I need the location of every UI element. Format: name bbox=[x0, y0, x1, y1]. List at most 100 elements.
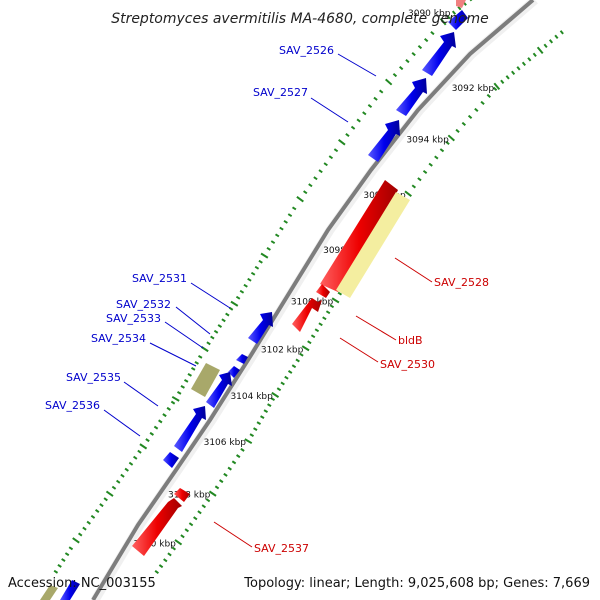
scale-minor-tick bbox=[405, 58, 410, 64]
scale-tick-label: 3110 kbp bbox=[133, 539, 176, 549]
scale-minor-tick bbox=[57, 563, 62, 568]
scale-major-tick bbox=[447, 134, 455, 142]
scale-minor-tick bbox=[205, 498, 211, 503]
scale-minor-tick bbox=[505, 75, 510, 80]
genome-title: Streptomyces avermitilis MA-4680, comple… bbox=[111, 11, 489, 27]
scale-minor-tick bbox=[548, 39, 554, 44]
scale-minor-tick bbox=[308, 183, 313, 188]
gene-arrow-sav-2537[interactable] bbox=[132, 498, 182, 556]
gene-label-sav-2535[interactable]: SAV_2535 bbox=[66, 371, 121, 384]
scale-minor-tick bbox=[283, 219, 288, 224]
scale-minor-tick bbox=[78, 532, 83, 537]
scale-minor-tick bbox=[430, 30, 435, 36]
scale-minor-tick bbox=[434, 155, 439, 160]
gene-label-sav-2530[interactable]: SAV_2530 bbox=[380, 358, 435, 371]
scale-minor-tick bbox=[239, 289, 245, 294]
gene-label-sav-2526[interactable]: SAV_2526 bbox=[279, 44, 334, 57]
scale-minor-tick bbox=[137, 449, 142, 454]
scale-minor-tick bbox=[291, 206, 297, 211]
scale-minor-tick bbox=[337, 291, 343, 296]
scale-minor-tick bbox=[133, 455, 138, 460]
gene-arrow-sav-2524[interactable] bbox=[456, 0, 466, 8]
gene-arrow-sav-2530[interactable] bbox=[292, 298, 322, 332]
scale-major-tick bbox=[171, 395, 180, 402]
scale-tick-label: 3094 kbp bbox=[406, 135, 449, 145]
scale-major-tick bbox=[139, 443, 148, 450]
reverse-misc-features bbox=[336, 192, 410, 298]
scale-major-tick bbox=[493, 82, 501, 91]
scale-minor-tick bbox=[554, 34, 559, 39]
scale-minor-tick bbox=[303, 190, 308, 195]
gene-label-sav-2527[interactable]: SAV_2527 bbox=[253, 86, 308, 99]
misc-feature-olive-bottom[interactable] bbox=[40, 585, 58, 600]
scale-minor-tick bbox=[328, 155, 334, 160]
gene-arrow-sav-2527b[interactable] bbox=[368, 120, 400, 162]
gene-arrow-sav-2535[interactable] bbox=[174, 406, 206, 452]
scale-minor-tick bbox=[417, 177, 422, 182]
accession-text: Accession: NC_003155 bbox=[8, 576, 156, 591]
scale-minor-tick bbox=[322, 316, 327, 321]
gene-label-sav-2537[interactable]: SAV_2537 bbox=[254, 542, 309, 555]
scale-minor-tick bbox=[236, 454, 241, 459]
gene-label-sav-2532[interactable]: SAV_2532 bbox=[116, 298, 171, 311]
gene-arrow-sav-2536[interactable] bbox=[163, 452, 179, 468]
gene-label-sav-2536[interactable]: SAV_2536 bbox=[45, 399, 100, 412]
gene-label-sav-2531[interactable]: SAV_2531 bbox=[132, 272, 187, 285]
gene-arrow-sav-2526[interactable] bbox=[422, 32, 456, 76]
scale-minor-tick bbox=[469, 0, 473, 2]
scale-minor-tick bbox=[197, 510, 202, 515]
gene-arrow-sav-2534[interactable] bbox=[206, 372, 232, 408]
gene-arrow-sav-2533[interactable] bbox=[228, 366, 240, 378]
scale-minor-tick bbox=[345, 132, 350, 138]
gene-arrow-sav-2527[interactable] bbox=[396, 78, 427, 116]
scale-minor-tick bbox=[392, 72, 398, 78]
scale-minor-tick bbox=[424, 37, 429, 43]
scale-minor-tick bbox=[295, 358, 300, 363]
scale-minor-tick bbox=[187, 372, 192, 377]
gene-arrow-sav-2538[interactable] bbox=[60, 580, 80, 600]
scale-minor-tick bbox=[267, 403, 272, 408]
gene-label-sav-2533[interactable]: SAV_2533 bbox=[106, 312, 161, 325]
scale-major-tick bbox=[72, 537, 80, 544]
scale-minor-tick bbox=[219, 479, 224, 484]
gene-arrow-sav-2537b[interactable] bbox=[174, 488, 190, 502]
scale-minor-tick bbox=[543, 43, 548, 48]
gene-arrow-sav-2525[interactable] bbox=[448, 10, 468, 30]
scale-major-tick bbox=[301, 345, 310, 352]
scale-tick-label: 3102 kbp bbox=[261, 345, 304, 355]
gene-arrow-sav-2532[interactable] bbox=[236, 354, 248, 364]
gene-arrow-bldb[interactable] bbox=[316, 284, 330, 298]
reverse-gene-labels: SAV_2528 bldB SAV_2530 SAV_2537 bbox=[254, 276, 489, 555]
scale-minor-tick bbox=[270, 240, 276, 245]
scale-major-tick bbox=[230, 300, 239, 307]
gene-arrow-sav-2528[interactable] bbox=[320, 180, 398, 292]
misc-feature-yellow[interactable] bbox=[336, 192, 410, 298]
scale-minor-tick bbox=[249, 433, 255, 438]
scale-minor-tick bbox=[254, 265, 260, 270]
scale-minor-tick bbox=[428, 162, 433, 167]
scale-minor-tick bbox=[291, 364, 297, 369]
scale-minor-tick bbox=[411, 51, 416, 57]
scale-minor-tick bbox=[95, 509, 100, 513]
scale-minor-tick bbox=[455, 128, 460, 134]
scale-major-tick bbox=[404, 190, 412, 197]
gene-label-sav-2534[interactable]: SAV_2534 bbox=[91, 332, 146, 345]
scale-minor-tick bbox=[240, 447, 245, 452]
gene-label-sav-2528[interactable]: SAV_2528 bbox=[434, 276, 489, 289]
misc-feature-olive[interactable] bbox=[191, 363, 220, 397]
scale-minor-tick bbox=[445, 140, 450, 146]
gene-label-bldb[interactable]: bldB bbox=[398, 334, 423, 347]
gene-arrow-sav-2531[interactable] bbox=[248, 312, 273, 344]
scale-minor-tick bbox=[210, 335, 215, 340]
scale-minor-tick bbox=[124, 467, 129, 472]
scale-minor-tick bbox=[378, 89, 384, 94]
scale-minor-tick bbox=[86, 520, 91, 525]
scale-minor-tick bbox=[190, 366, 196, 371]
scale-tick-label: 3090 kbp bbox=[408, 9, 451, 19]
scale-minor-tick bbox=[217, 324, 223, 328]
scale-minor-tick bbox=[180, 384, 185, 389]
scale-minor-tick bbox=[176, 390, 182, 395]
scale-major-tick bbox=[271, 391, 280, 398]
scale-minor-tick bbox=[367, 103, 373, 109]
scale-minor-tick bbox=[500, 79, 505, 84]
